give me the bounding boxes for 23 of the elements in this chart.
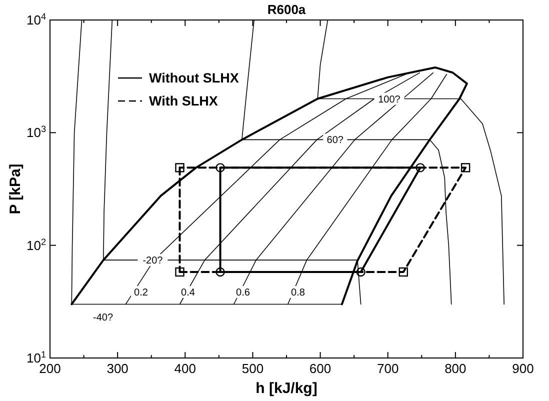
legend-label: Without SLHX [149, 70, 239, 86]
y-tick-label: 10$^{4}$ [26, 12, 46, 28]
x-tick-label: 700 [377, 361, 399, 376]
chart-title: R600a [267, 2, 306, 17]
y-tick-label: 10$^{3}$ [26, 124, 46, 140]
y-tick-label: 10$^{2}$ [26, 236, 46, 253]
annotation: 0.2 [134, 288, 148, 298]
y-axis-title: P [kPa] [7, 164, 24, 214]
annotation: 0.6 [236, 288, 250, 298]
x-axis-title: h [kJ/kg] [256, 380, 318, 397]
x-tick-label: 400 [174, 361, 196, 376]
x-tick-label: 600 [309, 361, 332, 376]
x-tick-label: 300 [106, 361, 128, 376]
annotation: 0.4 [181, 288, 196, 298]
annotation: 0.8 [291, 288, 306, 298]
annotation: -40? [92, 312, 114, 324]
x-tick-label: 900 [512, 361, 534, 376]
legend-label: With SLHX [149, 94, 218, 109]
x-tick-label: 200 [39, 361, 61, 376]
x-tick-label: 800 [444, 361, 466, 376]
x-tick-label: 500 [242, 361, 264, 376]
annotation: 60? [326, 135, 344, 146]
annotation: 100? [378, 94, 401, 106]
